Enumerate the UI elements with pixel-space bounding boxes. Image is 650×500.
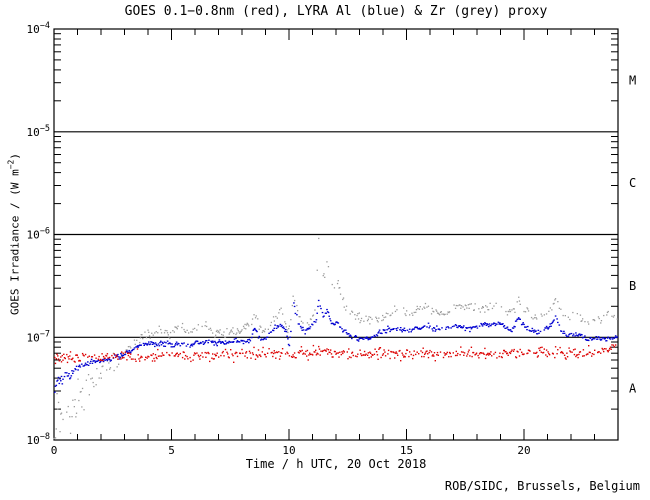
x-tick-label: 20 <box>517 444 530 457</box>
flare-class-label: M <box>629 73 636 87</box>
series-lyra-zr-proxy <box>53 237 618 440</box>
flare-class-label: B <box>629 279 636 293</box>
y-tick-label: 10−6 <box>27 227 51 242</box>
y-axis-label: GOES Irradiance / (W m−2) <box>6 153 22 315</box>
x-tick-label: 15 <box>400 444 413 457</box>
y-tick-label: 10−5 <box>27 124 51 139</box>
y-tick-label: 10−7 <box>27 329 51 344</box>
y-tick-label: 10−8 <box>27 432 51 447</box>
chart-title: GOES 0.1−0.8nm (red), LYRA Al (blue) & Z… <box>124 4 548 19</box>
x-tick-label: 10 <box>282 444 295 457</box>
flare-class-label: C <box>629 176 636 190</box>
x-axis-label: Time / h UTC, 20 Oct 2018 <box>245 457 427 471</box>
x-tick-label: 0 <box>51 444 58 457</box>
series-goes-0-1-0-8nm <box>54 344 617 365</box>
series-lyra-al-proxy <box>54 299 618 393</box>
flare-class-label: A <box>629 382 637 396</box>
y-tick-label: 10−4 <box>27 21 51 36</box>
credit-text: ROB/SIDC, Brussels, Belgium <box>444 479 640 493</box>
x-tick-label: 5 <box>168 444 175 457</box>
